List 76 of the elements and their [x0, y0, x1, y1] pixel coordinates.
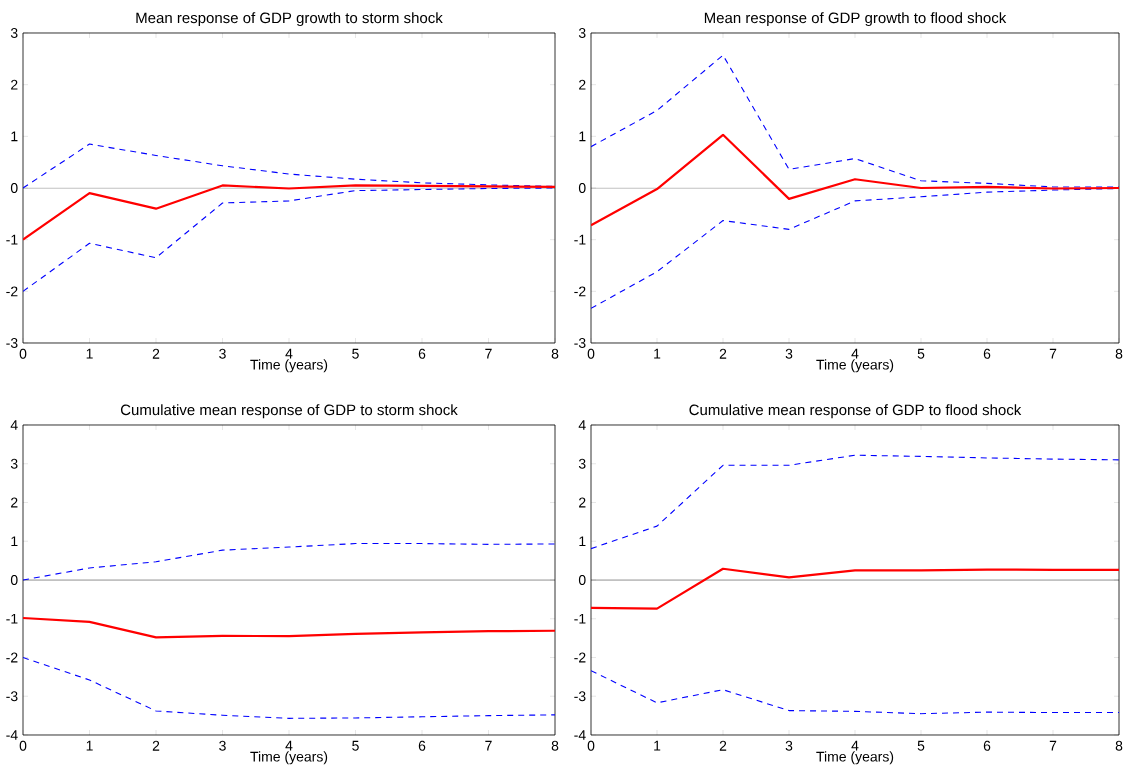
y-tick-label: -4: [574, 730, 586, 740]
x-tick-label: 4: [851, 740, 859, 751]
x-tick-label: 8: [551, 740, 559, 751]
y-tick-label: 4: [578, 420, 586, 430]
x-tick-label: 6: [418, 348, 426, 359]
y-tick-label: 1: [11, 536, 18, 547]
x-tick-label: 3: [785, 348, 793, 359]
x-tick-label: 7: [1049, 740, 1057, 751]
x-tick-label: 4: [851, 348, 859, 359]
x-tick-label: 8: [1115, 740, 1123, 751]
y-tick-label: -1: [574, 234, 586, 245]
x-tick-label: 5: [917, 348, 925, 359]
y-tick-label: -2: [574, 652, 586, 663]
x-tick-label: 3: [219, 740, 226, 751]
x-tick-label: 5: [352, 348, 359, 359]
y-tick-label: 1: [579, 536, 586, 547]
y-tick-label: 0: [10, 575, 18, 585]
x-tick-label: 7: [485, 740, 492, 751]
x-tick-label: 8: [551, 348, 559, 359]
x-tick-label: 3: [219, 348, 226, 359]
chart-title: Cumulative mean response of GDP to storm shock: [120, 404, 458, 419]
y-tick-label: 2: [11, 79, 18, 90]
y-tick-label: 2: [579, 497, 586, 508]
x-tick-label: 0: [19, 740, 27, 751]
x-tick-label: 5: [352, 740, 359, 751]
y-tick-label: -3: [6, 338, 18, 348]
x-tick-label: 2: [719, 348, 727, 359]
x-tick-label: 4: [285, 348, 293, 359]
y-tick-label: 1: [579, 131, 586, 142]
y-tick-label: 2: [11, 497, 18, 508]
x-tick-label: 8: [1115, 348, 1123, 359]
chart-title: Mean response of GDP growth to storm shock: [136, 12, 443, 27]
y-tick-label: 4: [10, 420, 18, 430]
y-tick-label: -2: [574, 286, 586, 297]
x-tick-label: 1: [86, 740, 93, 751]
chart-title: Cumulative mean response of GDP to flood shock: [689, 404, 1022, 419]
y-tick-label: -1: [6, 234, 18, 245]
y-tick-label: 3: [10, 28, 18, 38]
y-tick-label: 3: [578, 28, 586, 38]
y-tick-label: 3: [578, 458, 586, 469]
y-tick-label: 2: [579, 79, 586, 90]
x-tick-label: 7: [485, 348, 492, 359]
y-tick-label: -2: [6, 286, 18, 297]
x-tick-label: 1: [654, 740, 661, 751]
x-tick-label: 2: [152, 348, 160, 359]
y-tick-label: 0: [578, 183, 586, 193]
x-tick-label: 4: [285, 740, 293, 751]
x-tick-label: 0: [19, 348, 27, 359]
y-tick-label: 1: [11, 131, 18, 142]
x-tick-label: 2: [152, 740, 160, 751]
x-tick-label: 5: [917, 740, 925, 751]
x-axis-title: Time (years): [250, 751, 328, 765]
x-tick-label: 0: [587, 348, 595, 359]
y-tick-label: -1: [574, 613, 586, 624]
y-tick-label: -3: [574, 338, 586, 348]
chart-title: Mean response of GDP growth to flood shock: [704, 12, 1007, 27]
y-tick-label: -3: [574, 691, 586, 702]
x-tick-label: 7: [1049, 348, 1057, 359]
x-tick-label: 0: [587, 740, 595, 751]
y-tick-label: 0: [578, 575, 586, 585]
y-tick-label: -4: [6, 730, 18, 740]
x-axis-title: Time (years): [250, 359, 328, 373]
x-tick-label: 1: [654, 348, 661, 359]
x-axis-title: Time (years): [816, 359, 894, 373]
x-tick-label: 6: [418, 740, 426, 751]
x-tick-label: 3: [785, 740, 793, 751]
y-tick-label: 3: [10, 458, 18, 469]
x-tick-label: 1: [86, 348, 93, 359]
y-tick-label: 0: [10, 183, 18, 193]
x-tick-label: 6: [983, 348, 991, 359]
x-tick-label: 2: [719, 740, 727, 751]
y-tick-label: -3: [6, 691, 18, 702]
x-axis-title: Time (years): [816, 751, 894, 765]
y-tick-label: -1: [6, 613, 18, 624]
y-tick-label: -2: [6, 652, 18, 663]
x-tick-label: 6: [983, 740, 991, 751]
